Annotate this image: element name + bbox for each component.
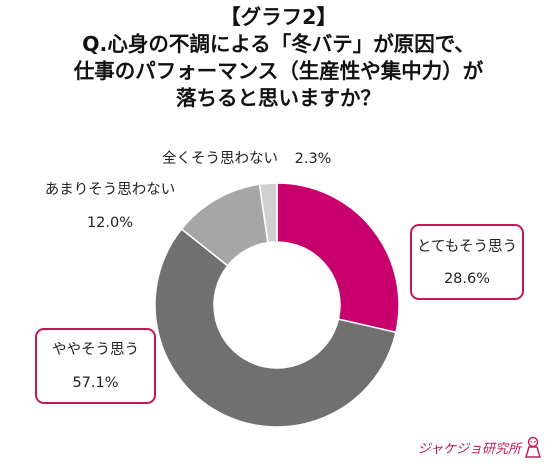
label-value: 2.3% bbox=[294, 151, 332, 167]
label-totemo-sou-omou: とてもそう思う 28.6% bbox=[410, 224, 524, 300]
label-name: とてもそう思う bbox=[416, 239, 518, 255]
label-value: 12.0% bbox=[86, 215, 134, 231]
label-value: 57.1% bbox=[72, 375, 119, 391]
donut-slice-1 bbox=[154, 227, 397, 428]
chart-title: 【グラフ2】 Q.心身の不調による「冬バテ」が原因で、 仕事のパフォーマンス（生… bbox=[0, 4, 557, 112]
title-line-4: 落ちると思いますか？ bbox=[176, 86, 381, 110]
label-name: ややそう思う bbox=[52, 342, 139, 358]
label-value: 28.6% bbox=[443, 271, 491, 287]
label-name: あまりそう思わない bbox=[44, 182, 176, 198]
brand-logo-text: ジャケジョ研究所 bbox=[417, 441, 521, 457]
brand-mascot-icon bbox=[525, 436, 541, 458]
brand-logo: ジャケジョ研究所 bbox=[418, 436, 543, 458]
label-yaya-sou-omou: ややそう思う 57.1% bbox=[35, 328, 156, 404]
label-name: 全くそう思わない bbox=[162, 151, 278, 167]
title-line-3: 仕事のパフォーマンス（生産性や集中力）が bbox=[73, 59, 484, 83]
donut-slice-0 bbox=[276, 182, 400, 334]
label-mattaku-sou-omowanai: 全くそう思わない 2.3% bbox=[162, 149, 331, 169]
title-line-2: Q.心身の不調による「冬バテ」が原因で、 bbox=[82, 32, 475, 56]
label-amari-sou-omowanai: あまりそう思わない 12.0% bbox=[30, 180, 190, 233]
title-line-1: 【グラフ2】 bbox=[220, 5, 337, 29]
donut-slice-3 bbox=[258, 182, 278, 244]
